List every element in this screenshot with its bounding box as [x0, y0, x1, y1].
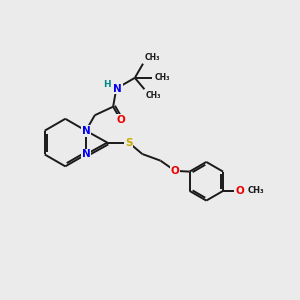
Text: N: N	[113, 83, 122, 94]
Text: CH₃: CH₃	[248, 186, 264, 195]
Text: O: O	[235, 186, 244, 196]
Text: O: O	[116, 115, 125, 125]
Text: H: H	[103, 80, 111, 89]
Text: CH₃: CH₃	[145, 53, 160, 62]
Text: S: S	[125, 138, 132, 148]
Text: CH₃: CH₃	[146, 91, 161, 100]
Text: O: O	[171, 166, 179, 176]
Text: N: N	[82, 149, 90, 160]
Text: CH₃: CH₃	[154, 73, 170, 82]
Text: N: N	[82, 126, 90, 136]
